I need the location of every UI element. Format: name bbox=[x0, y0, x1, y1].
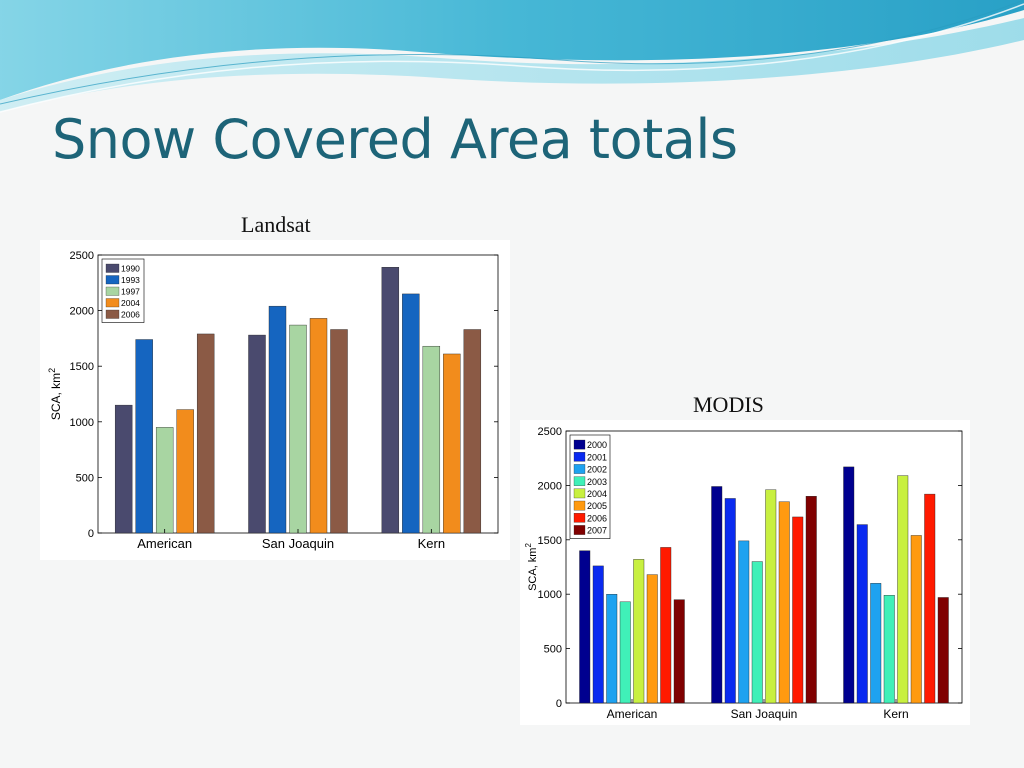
legend-label-2000: 2000 bbox=[587, 440, 607, 450]
bar-2005-san-joaquin bbox=[778, 501, 790, 704]
legend-swatch-1997 bbox=[105, 286, 120, 296]
bar-2003-american bbox=[619, 601, 631, 704]
landsat-bar-chart: 0 500 1000 1500 2000 2500 American San Joaquin K… bbox=[40, 240, 510, 560]
legend-label-2006: 2006 bbox=[587, 513, 607, 523]
legend-swatch-2004 bbox=[573, 488, 586, 499]
y-tick-label: 0 bbox=[88, 528, 94, 540]
legend-label-2007: 2007 bbox=[587, 526, 607, 536]
legend-swatch-1993 bbox=[105, 275, 120, 285]
x-category-label: San Joaquin bbox=[731, 707, 798, 721]
modis-chart-title: MODIS bbox=[693, 392, 764, 417]
bar-1993-american bbox=[135, 339, 153, 534]
bar-2004-american bbox=[176, 409, 194, 534]
bar-1993-kern bbox=[402, 293, 420, 534]
bar-2000-san-joaquin bbox=[711, 486, 723, 704]
bar-1993-san-joaquin bbox=[268, 305, 287, 534]
y-tick-label: 2000 bbox=[70, 306, 94, 318]
y-tick-label: 0 bbox=[556, 698, 562, 710]
bar-1990-american bbox=[114, 404, 133, 534]
y-tick-label: 500 bbox=[544, 644, 562, 656]
bar-1997-american bbox=[155, 427, 174, 534]
bar-2004-kern bbox=[443, 353, 461, 534]
bar-2006-american bbox=[196, 333, 215, 534]
bar-2004-kern bbox=[897, 475, 909, 704]
bar-2002-san-joaquin bbox=[738, 540, 750, 704]
bar-2006-kern bbox=[463, 329, 482, 534]
bar-2006-san-joaquin bbox=[330, 329, 348, 534]
y-tick-label: 2500 bbox=[538, 426, 562, 438]
legend-swatch-2005 bbox=[573, 500, 586, 511]
y-axis-label: SCA, km2 bbox=[47, 368, 63, 420]
legend-swatch-2002 bbox=[573, 464, 586, 474]
legend-swatch-2006 bbox=[105, 309, 120, 319]
legend-label-2004: 2004 bbox=[587, 489, 607, 499]
bar-2001-san-joaquin bbox=[724, 498, 736, 704]
bar-2002-american bbox=[606, 593, 618, 704]
bar-2003-kern bbox=[883, 595, 895, 704]
bar-2004-san-joaquin bbox=[765, 489, 777, 704]
bar-2006-kern bbox=[924, 493, 936, 704]
x-category-label: American bbox=[607, 707, 658, 721]
x-category-label: Kern bbox=[418, 536, 445, 551]
y-axis-label: SCA, km2 bbox=[524, 543, 539, 591]
y-tick-label: 2000 bbox=[538, 480, 562, 492]
bar-2005-american bbox=[646, 574, 658, 704]
legend-swatch-2006 bbox=[573, 513, 586, 523]
bar-2001-kern bbox=[856, 524, 868, 704]
legend-swatch-2001 bbox=[573, 452, 586, 462]
legend-swatch-2007 bbox=[573, 525, 586, 535]
legend-label-2006: 2006 bbox=[121, 310, 140, 320]
legend-label-2003: 2003 bbox=[587, 477, 607, 487]
bar-2000-american bbox=[579, 550, 591, 704]
bar-2006-american bbox=[660, 547, 672, 704]
legend-label-2002: 2002 bbox=[587, 465, 607, 475]
landsat-chart-title: Landsat bbox=[241, 212, 311, 237]
bar-2007-san-joaquin bbox=[805, 496, 817, 704]
legend-label-1993: 1993 bbox=[121, 275, 140, 285]
bar-2007-american bbox=[673, 599, 685, 704]
legend-label-1997: 1997 bbox=[121, 287, 140, 297]
y-tick-label: 1000 bbox=[70, 417, 94, 429]
bar-2006-san-joaquin bbox=[792, 516, 804, 704]
y-axis-label-superscript: 2 bbox=[47, 368, 57, 373]
legend-label-2005: 2005 bbox=[587, 501, 607, 511]
bar-2004-american bbox=[633, 559, 645, 704]
bar-1997-kern bbox=[422, 345, 441, 534]
legend-swatch-2004 bbox=[105, 298, 120, 308]
bar-2005-kern bbox=[910, 535, 922, 704]
bar-2001-american bbox=[592, 565, 604, 704]
bar-2000-kern bbox=[843, 466, 855, 704]
legend-label-2001: 2001 bbox=[587, 452, 607, 462]
header-wave-decoration bbox=[0, 0, 1024, 113]
bar-2002-kern bbox=[870, 583, 882, 704]
y-tick-label: 500 bbox=[76, 472, 94, 484]
bar-1990-san-joaquin bbox=[248, 334, 266, 534]
x-category-label: American bbox=[137, 536, 192, 551]
y-tick-label: 1500 bbox=[538, 535, 562, 547]
bar-2007-kern bbox=[937, 597, 949, 704]
x-category-label: San Joaquin bbox=[262, 536, 334, 551]
y-tick-label: 2500 bbox=[70, 250, 94, 262]
legend-label-2004: 2004 bbox=[121, 298, 140, 308]
bar-2004-san-joaquin bbox=[309, 318, 328, 534]
legend-swatch-2000 bbox=[573, 439, 586, 450]
bar-1997-san-joaquin bbox=[289, 324, 307, 534]
bar-1990-kern bbox=[381, 267, 400, 534]
slide-title: Snow Covered Area totals bbox=[52, 108, 738, 171]
legend-swatch-1990 bbox=[105, 263, 120, 273]
legend-label-1990: 1990 bbox=[121, 264, 140, 274]
y-tick-label: 1000 bbox=[538, 589, 562, 601]
legend-swatch-2003 bbox=[573, 476, 586, 486]
modis-bar-chart: 0 500 1000 1500 2000 2500 American San Joaquin K… bbox=[520, 420, 970, 725]
bar-2003-san-joaquin bbox=[751, 561, 763, 704]
x-category-label: Kern bbox=[883, 707, 908, 721]
y-axis-label-superscript: 2 bbox=[524, 543, 533, 548]
y-tick-label: 1500 bbox=[70, 361, 94, 373]
